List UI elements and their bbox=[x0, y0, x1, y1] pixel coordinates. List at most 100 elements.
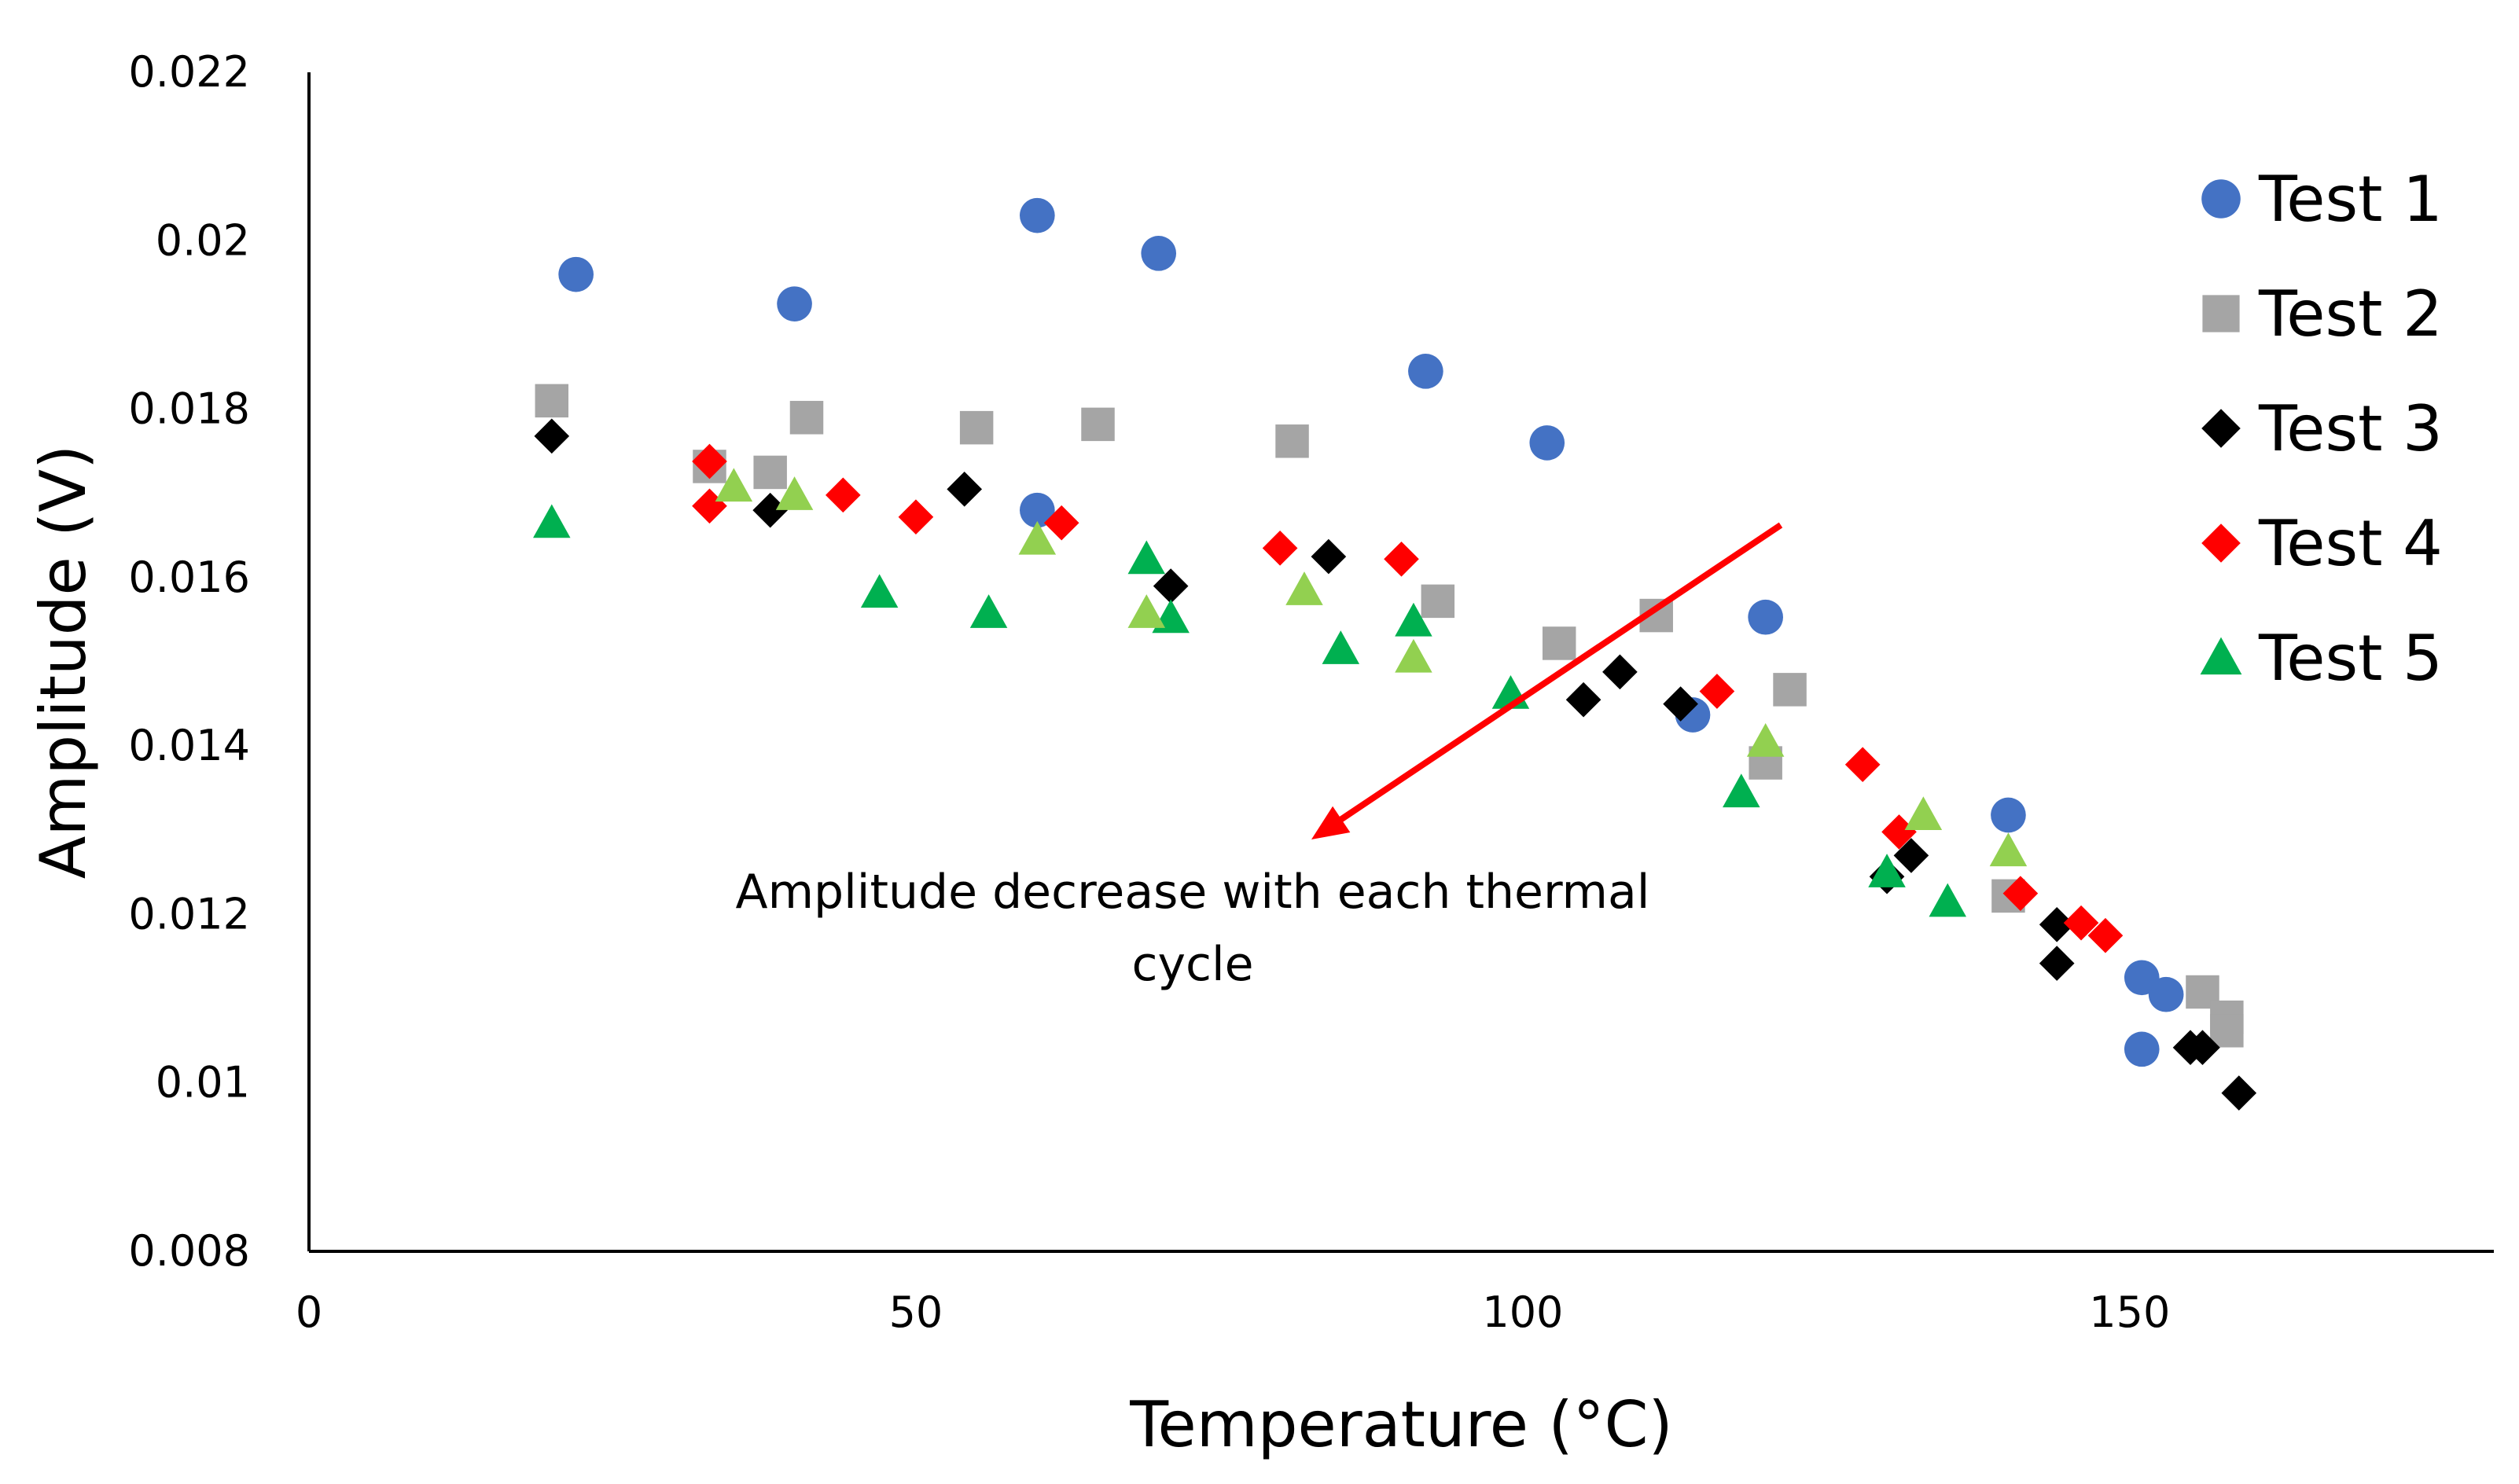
data-point bbox=[959, 410, 994, 445]
data-point bbox=[1529, 425, 1565, 461]
data-point bbox=[1384, 541, 1419, 577]
data-point bbox=[1275, 424, 1309, 458]
data-point bbox=[1285, 571, 1323, 605]
data-point bbox=[2185, 1030, 2220, 1066]
y-tick-label: 0.008 bbox=[128, 1226, 250, 1276]
y-tick-label: 0.016 bbox=[128, 553, 250, 602]
data-point bbox=[1127, 540, 1166, 575]
series-5 bbox=[533, 504, 1967, 917]
y-tick-label: 0.01 bbox=[156, 1058, 250, 1107]
y-tick-label: 0.02 bbox=[156, 215, 250, 265]
data-point bbox=[1748, 599, 1783, 635]
axes bbox=[307, 72, 2494, 1253]
series-3 bbox=[534, 418, 2257, 1111]
x-tick-label: 0 bbox=[296, 1287, 322, 1337]
series-4 bbox=[692, 443, 2124, 953]
x-tick-labels: 0 50 100 150 bbox=[296, 1287, 2171, 1337]
legend-marker-5 bbox=[2200, 637, 2242, 675]
y-tick-labels: 0.008 0.01 0.012 0.014 0.016 0.018 0.02 0.022 bbox=[128, 47, 250, 1276]
y-tick-label: 0.014 bbox=[128, 721, 250, 770]
data-point bbox=[1746, 723, 1785, 757]
data-point bbox=[825, 477, 861, 513]
data-point bbox=[1141, 236, 1177, 271]
data-point bbox=[2210, 1014, 2244, 1048]
data-point bbox=[1929, 883, 1967, 917]
y-tick-label: 0.018 bbox=[128, 384, 250, 434]
data-point bbox=[1565, 681, 1601, 718]
data-point bbox=[1893, 838, 1929, 873]
data-point bbox=[1991, 797, 2026, 833]
data-point bbox=[947, 472, 983, 507]
series-1 bbox=[558, 197, 2184, 1067]
legend-marker-1 bbox=[2201, 179, 2241, 219]
data-point bbox=[2063, 905, 2099, 941]
annotation-arrow bbox=[1331, 522, 1783, 828]
legend-marker-3 bbox=[2201, 409, 2241, 448]
data-point bbox=[775, 476, 814, 510]
data-point bbox=[1663, 686, 1698, 722]
data-point bbox=[1127, 594, 1166, 628]
data-point bbox=[1395, 602, 1432, 637]
data-point bbox=[2221, 1075, 2257, 1111]
data-point bbox=[535, 384, 569, 418]
data-point bbox=[1989, 832, 2028, 867]
plot-marks bbox=[533, 197, 2257, 1111]
series-6 bbox=[715, 468, 2028, 867]
data-point bbox=[1844, 747, 1881, 783]
legend-label-5: Test 5 bbox=[2258, 622, 2443, 695]
data-point bbox=[1904, 796, 1943, 831]
x-tick-label: 100 bbox=[1482, 1287, 1563, 1337]
data-point bbox=[715, 468, 753, 502]
data-point bbox=[533, 504, 571, 538]
legend-label-1: Test 1 bbox=[2258, 163, 2443, 236]
data-point bbox=[1020, 197, 1055, 233]
data-point bbox=[969, 594, 1008, 628]
data-point bbox=[1043, 505, 1079, 541]
legend-label-3: Test 3 bbox=[2258, 392, 2443, 465]
data-point bbox=[2039, 946, 2075, 981]
data-point bbox=[1322, 630, 1360, 664]
data-point bbox=[2148, 976, 2184, 1012]
data-point bbox=[1723, 773, 1760, 808]
legend-label-2: Test 2 bbox=[2258, 277, 2443, 351]
x-axis-title: Temperature (°C) bbox=[1129, 1388, 1672, 1461]
x-tick-label: 50 bbox=[889, 1287, 943, 1337]
data-point bbox=[1395, 638, 1432, 673]
annotation: Amplitude decrease with each thermal cyc… bbox=[736, 522, 1783, 992]
data-point bbox=[1602, 654, 1638, 690]
y-tick-label: 0.022 bbox=[128, 47, 250, 97]
data-point bbox=[1081, 407, 1115, 442]
data-point bbox=[1773, 673, 1807, 707]
data-point bbox=[1408, 354, 1443, 389]
data-point bbox=[2087, 917, 2124, 953]
annotation-text-line-2: cycle bbox=[1131, 937, 1253, 992]
data-point bbox=[1699, 674, 1735, 709]
data-point bbox=[777, 286, 812, 321]
data-point bbox=[1018, 520, 1057, 555]
data-point bbox=[752, 492, 788, 528]
data-point bbox=[534, 418, 570, 454]
y-tick-label: 0.012 bbox=[128, 889, 250, 939]
legend: Test 1 Test 2 Test 3 Test 4 Test 5 bbox=[2200, 163, 2443, 695]
data-point bbox=[692, 443, 727, 479]
data-point bbox=[898, 499, 934, 535]
data-point bbox=[1421, 584, 1455, 619]
data-point bbox=[789, 401, 824, 435]
legend-marker-2 bbox=[2202, 295, 2240, 332]
series-2 bbox=[535, 384, 2244, 1048]
data-point bbox=[2039, 906, 2075, 942]
data-point bbox=[1868, 854, 1906, 887]
x-tick-label: 150 bbox=[2089, 1287, 2170, 1337]
data-point bbox=[1262, 531, 1298, 566]
data-point bbox=[1311, 538, 1347, 575]
data-point bbox=[753, 455, 787, 490]
annotation-arrow-head bbox=[1311, 806, 1351, 839]
data-point bbox=[1881, 814, 1917, 850]
y-axis-title: Amplitude (V) bbox=[27, 445, 100, 880]
data-point bbox=[860, 574, 899, 608]
data-point bbox=[1020, 492, 1055, 528]
data-point bbox=[1542, 626, 1576, 660]
data-point bbox=[1153, 568, 1189, 604]
